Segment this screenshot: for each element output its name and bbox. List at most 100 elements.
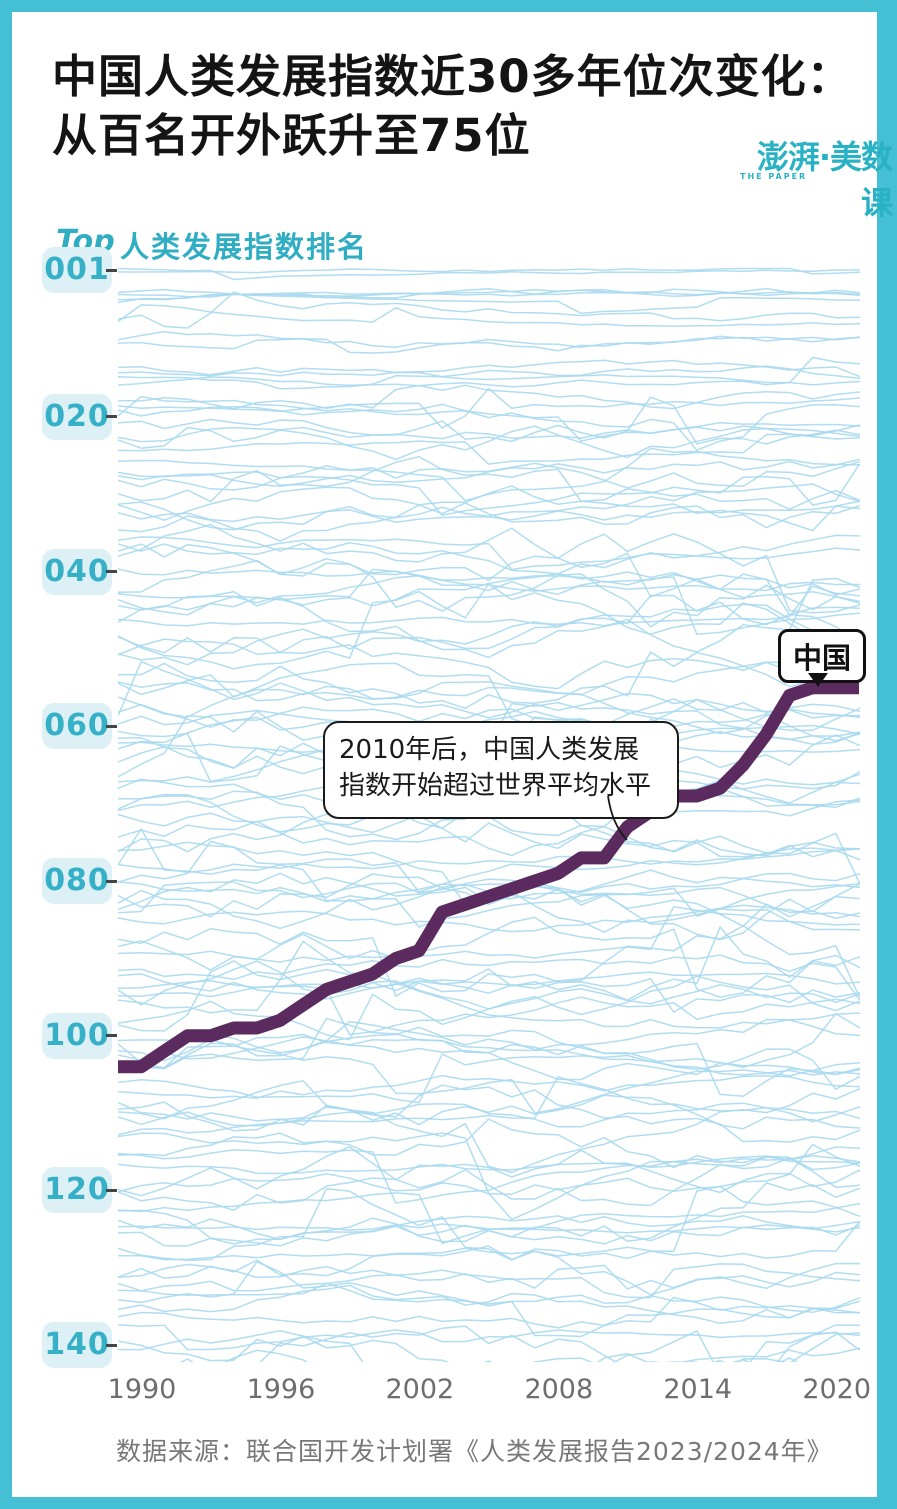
country-trend-line: [118, 985, 860, 1036]
x-axis-tick-label: 2020: [802, 1374, 872, 1405]
y-axis-tick-label: 001: [42, 247, 112, 293]
country-trend-line: [118, 841, 860, 893]
country-trend-line: [118, 1185, 860, 1262]
y-axis-tick-mark: [106, 570, 117, 574]
infographic-card: 中国人类发展指数近30多年位次变化： 从百名开外跃升至75位 澎湃·美数课 TH…: [12, 12, 893, 1497]
country-trend-line: [118, 288, 860, 301]
country-trend-line: [118, 848, 860, 874]
country-trend-line: [259, 1325, 860, 1362]
y-axis-tick-label: 040: [42, 548, 112, 595]
country-trend-line: [118, 601, 860, 654]
country-trend-line: [118, 331, 860, 352]
country-trend-line: [118, 396, 860, 445]
country-trend-line: [118, 1264, 860, 1296]
country-trend-line: [118, 505, 860, 523]
country-trend-line: [118, 568, 860, 616]
y-axis-title: 人类发展指数排名: [120, 230, 369, 264]
country-trend-line: [118, 403, 860, 451]
country-trend-line: [118, 1245, 860, 1296]
country-trend-line: [118, 1296, 860, 1329]
country-trend-line: [118, 534, 860, 575]
country-trend-line: [118, 291, 860, 329]
data-source-note: 数据来源：联合国开发计划署《人类发展报告2023/2024年》: [116, 1437, 833, 1466]
country-trend-line: [118, 1012, 860, 1081]
country-trend-line: [118, 1074, 860, 1099]
country-trend-line: [118, 267, 860, 281]
country-trend-line: [118, 425, 860, 443]
country-trend-line: [118, 1330, 860, 1362]
country-trend-line: [118, 533, 860, 614]
country-trend-line: [118, 1192, 860, 1245]
country-trend-line: [118, 1146, 860, 1197]
country-trend-line: [118, 1280, 860, 1314]
country-trend-line: [118, 1143, 860, 1196]
country-trend-line: [118, 267, 860, 275]
country-trend-line: [118, 1182, 860, 1247]
country-trend-line: [118, 536, 860, 571]
country-trend-line: [118, 336, 860, 354]
country-trend-line: [118, 485, 860, 532]
y-axis-tick-label: 060: [42, 703, 112, 750]
country-trend-line: [118, 1076, 860, 1136]
x-axis-tick-label: 2002: [385, 1374, 455, 1405]
country-trend-line: [118, 1260, 860, 1338]
country-trend-line: [118, 304, 860, 327]
thepaper-logo-subtext: THE PAPER: [740, 172, 808, 181]
y-axis-tick-label: 100: [42, 1012, 112, 1059]
x-axis-tick-label: 1990: [107, 1374, 177, 1405]
china-rank-line: [118, 681, 859, 1074]
country-trend-line: [118, 1284, 860, 1325]
country-trend-line: [118, 1330, 860, 1362]
country-trend-line: [118, 455, 860, 511]
country-trend-line: [118, 577, 860, 659]
country-trend-line: [118, 651, 860, 710]
country-trend-line: [118, 502, 860, 542]
country-trend-line: [118, 395, 860, 442]
country-trend-line: [118, 365, 860, 379]
country-trend-line: [118, 661, 860, 702]
y-axis-tick-mark: [106, 415, 117, 419]
country-trend-line: [118, 387, 860, 429]
country-trend-line: [118, 1324, 860, 1351]
country-trend-line: [118, 594, 860, 666]
country-trend-line: [118, 1149, 860, 1204]
x-axis-tick-label: 2008: [524, 1374, 594, 1405]
country-trend-line: [118, 1079, 860, 1130]
country-trend-line: [118, 924, 860, 998]
country-trend-line: [118, 878, 860, 920]
callout-connector-line: [607, 795, 628, 841]
country-trend-line: [118, 1026, 860, 1091]
thepaper-logo: 澎湃·美数课 THE PAPER: [734, 132, 893, 222]
y-axis-tick-mark: [106, 1343, 117, 1347]
country-trend-line: [118, 1045, 860, 1114]
country-trend-line: [118, 424, 860, 461]
y-axis-tick-mark: [106, 879, 117, 883]
title-line-2: 从百名开外跃升至75位: [52, 108, 531, 162]
country-trend-line: [118, 356, 860, 390]
country-trend-line: [118, 971, 860, 990]
country-trend-line: [118, 940, 860, 1032]
y-axis-tick-label: 080: [42, 858, 112, 905]
country-trend-line: [118, 925, 860, 1006]
country-trend-line: [118, 558, 860, 628]
country-trend-line: [118, 376, 860, 388]
country-trend-line: [118, 1084, 860, 1143]
country-trend-line: [118, 1209, 860, 1247]
country-trend-line: [118, 820, 860, 857]
country-trend-line: [118, 904, 860, 933]
country-trend-line: [118, 905, 860, 963]
y-axis-tick-label: 140: [42, 1322, 112, 1369]
country-trend-line: [118, 384, 860, 410]
country-trend-line: [118, 1263, 860, 1299]
country-trend-line: [118, 568, 860, 601]
country-trend-line: [118, 523, 860, 598]
country-trend-line: [118, 968, 860, 1014]
china-label-pointer-icon: [808, 673, 828, 687]
country-trend-line: [118, 359, 860, 378]
x-axis-tick-label: 1996: [246, 1374, 316, 1405]
country-trend-line: [118, 1223, 860, 1234]
country-trend-line: [118, 1017, 860, 1076]
country-trend-line: [118, 840, 860, 906]
y-axis-tick-label: 120: [42, 1167, 112, 1214]
